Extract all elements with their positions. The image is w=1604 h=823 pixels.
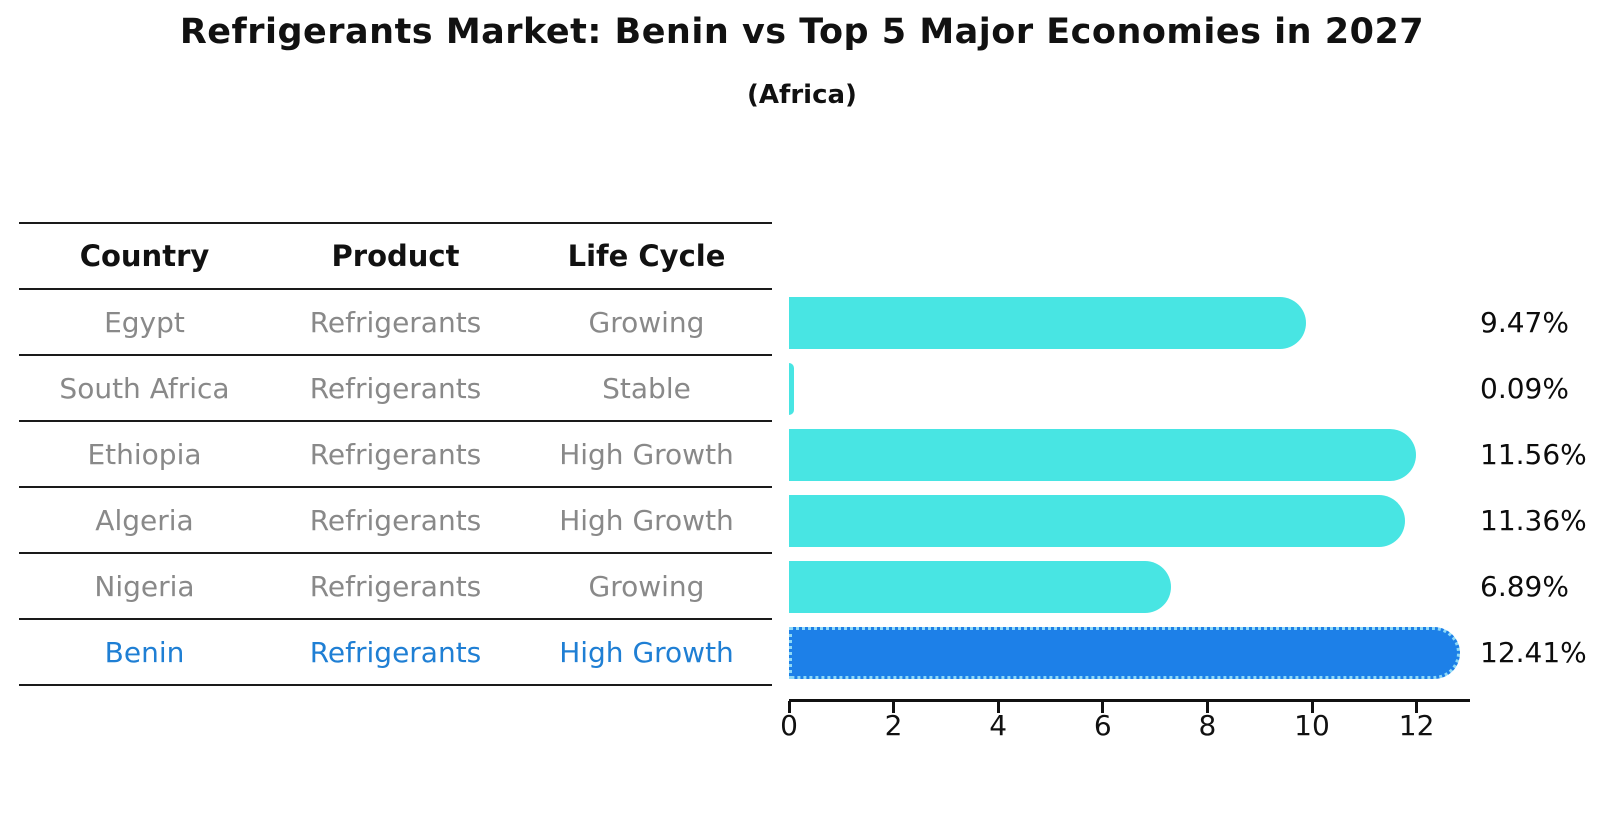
table-cell-country: Algeria bbox=[95, 503, 194, 537]
country-table: Country Product Life Cycle Egypt Refriger… bbox=[19, 222, 772, 686]
table-cell-life-cycle: Growing bbox=[588, 569, 705, 603]
table-cell-product: Refrigerants bbox=[309, 437, 482, 471]
bar-algeria bbox=[789, 495, 1405, 547]
x-tick-mark bbox=[1415, 701, 1419, 713]
table-cell-product: Refrigerants bbox=[309, 371, 482, 405]
bar-egypt bbox=[789, 297, 1306, 349]
table-row: Benin Refrigerants High Growth bbox=[19, 620, 772, 686]
bar-value-label: 6.89% bbox=[1480, 570, 1569, 603]
table-cell-life-cycle: High Growth bbox=[559, 635, 734, 669]
table-cell-product: Refrigerants bbox=[309, 305, 482, 339]
table-cell-life-cycle: Growing bbox=[588, 305, 705, 339]
x-tick-mark bbox=[1205, 701, 1209, 713]
bar-value-label: 12.41% bbox=[1480, 636, 1587, 669]
x-axis-line bbox=[789, 699, 1470, 702]
table-header-product: Product bbox=[331, 239, 460, 273]
x-tick-label: 4 bbox=[989, 709, 1008, 742]
bar-value-label: 0.09% bbox=[1480, 372, 1569, 405]
table-cell-life-cycle: Stable bbox=[602, 371, 691, 405]
x-tick-label: 0 bbox=[780, 709, 798, 742]
bar-ethiopia bbox=[789, 429, 1416, 481]
bar-nigeria bbox=[789, 561, 1171, 613]
x-tick-label: 8 bbox=[1198, 709, 1217, 742]
table-body: Egypt Refrigerants Growing South Africa Refr… bbox=[19, 290, 772, 686]
x-tick-label: 12 bbox=[1398, 709, 1435, 742]
table-cell-country: Nigeria bbox=[94, 569, 195, 603]
table-cell-life-cycle: High Growth bbox=[559, 503, 734, 537]
bar-value-label: 11.56% bbox=[1480, 438, 1587, 471]
x-tick-label: 10 bbox=[1294, 709, 1330, 742]
table-row: Nigeria Refrigerants Growing bbox=[19, 554, 772, 620]
table-cell-product: Refrigerants bbox=[309, 503, 482, 537]
x-tick-label: 2 bbox=[884, 709, 903, 742]
table-row: Ethiopia Refrigerants High Growth bbox=[19, 422, 772, 488]
x-tick-mark bbox=[996, 701, 1000, 713]
x-tick-mark bbox=[787, 701, 791, 713]
x-tick-label: 6 bbox=[1093, 709, 1112, 742]
table-row: Algeria Refrigerants High Growth bbox=[19, 488, 772, 554]
table-header-country: Country bbox=[79, 239, 210, 273]
table-header-row: Country Product Life Cycle bbox=[19, 222, 772, 290]
table-row: Egypt Refrigerants Growing bbox=[19, 290, 772, 356]
bar-value-label: 9.47% bbox=[1480, 306, 1569, 339]
x-tick-mark bbox=[892, 701, 896, 713]
chart-title: Refrigerants Market: Benin vs Top 5 Majo… bbox=[179, 12, 1425, 52]
x-tick-mark bbox=[1101, 701, 1105, 713]
table-cell-product: Refrigerants bbox=[309, 569, 482, 603]
table-cell-life-cycle: High Growth bbox=[559, 437, 734, 471]
bar-value-label: 11.36% bbox=[1480, 504, 1587, 537]
bar-highlight-benin bbox=[789, 627, 1460, 679]
x-tick-mark bbox=[1310, 701, 1314, 713]
table-row: South Africa Refrigerants Stable bbox=[19, 356, 772, 422]
table-cell-country: South Africa bbox=[59, 371, 230, 405]
table-cell-country: Ethiopia bbox=[87, 437, 202, 471]
chart-subtitle: (Africa) bbox=[747, 80, 857, 110]
table-cell-country: Benin bbox=[104, 635, 185, 669]
table-cell-country: Egypt bbox=[104, 305, 185, 339]
table-cell-product: Refrigerants bbox=[309, 635, 482, 669]
table-header-life-cycle: Life Cycle bbox=[567, 239, 726, 273]
bar-south-africa bbox=[789, 363, 794, 415]
